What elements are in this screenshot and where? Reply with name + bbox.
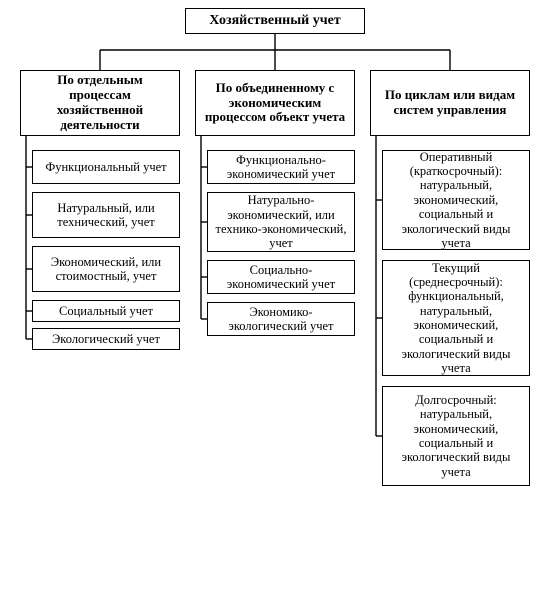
tree-item: Экологический учет [32, 328, 180, 350]
tree-item-label: Натуральный, или технический, учет [37, 201, 175, 230]
tree-item: Функционально-экономический учет [207, 150, 355, 184]
tree-item: Оперативный (краткосрочный): натуральный… [382, 150, 530, 250]
branch-header-label: По циклам или видам систем управления [375, 88, 525, 118]
branch-header: По циклам или видам систем управления [370, 70, 530, 136]
branch-header-label: По объединенному с экономическим процесс… [200, 81, 350, 126]
root-label: Хозяйственный учет [209, 13, 340, 29]
tree-item-label: Функциональный учет [45, 160, 166, 174]
tree-item: Социальный учет [32, 300, 180, 322]
tree-item-label: Социальный учет [59, 304, 153, 318]
tree-item-label: Оперативный (краткосрочный): натуральный… [387, 150, 525, 251]
branch-header-label: По отдельным процессам хозяйственной дея… [25, 73, 175, 133]
tree-item-label: Долгосрочный: натуральный, экономический… [387, 393, 525, 479]
tree-item: Экономический, или стоимостный, учет [32, 246, 180, 292]
tree-item-label: Текущий (среднесрочный): функциональный,… [387, 261, 525, 376]
tree-item: Натурально-экономический, или технико-эк… [207, 192, 355, 252]
tree-item-label: Функционально-экономический учет [212, 153, 350, 182]
tree-item: Экономико-экологический учет [207, 302, 355, 336]
root-node: Хозяйственный учет [185, 8, 365, 34]
tree-item-label: Натурально-экономический, или технико-эк… [212, 193, 350, 251]
tree-item: Натуральный, или технический, учет [32, 192, 180, 238]
tree-item: Функциональный учет [32, 150, 180, 184]
branch-header: По отдельным процессам хозяйственной дея… [20, 70, 180, 136]
branch-header: По объединенному с экономическим процесс… [195, 70, 355, 136]
tree-item-label: Экономический, или стоимостный, учет [37, 255, 175, 284]
tree-item-label: Экономико-экологический учет [212, 305, 350, 334]
tree-item: Долгосрочный: натуральный, экономический… [382, 386, 530, 486]
tree-item: Социально-экономический учет [207, 260, 355, 294]
tree-item: Текущий (среднесрочный): функциональный,… [382, 260, 530, 376]
tree-item-label: Экологический учет [52, 332, 160, 346]
tree-item-label: Социально-экономический учет [212, 263, 350, 292]
